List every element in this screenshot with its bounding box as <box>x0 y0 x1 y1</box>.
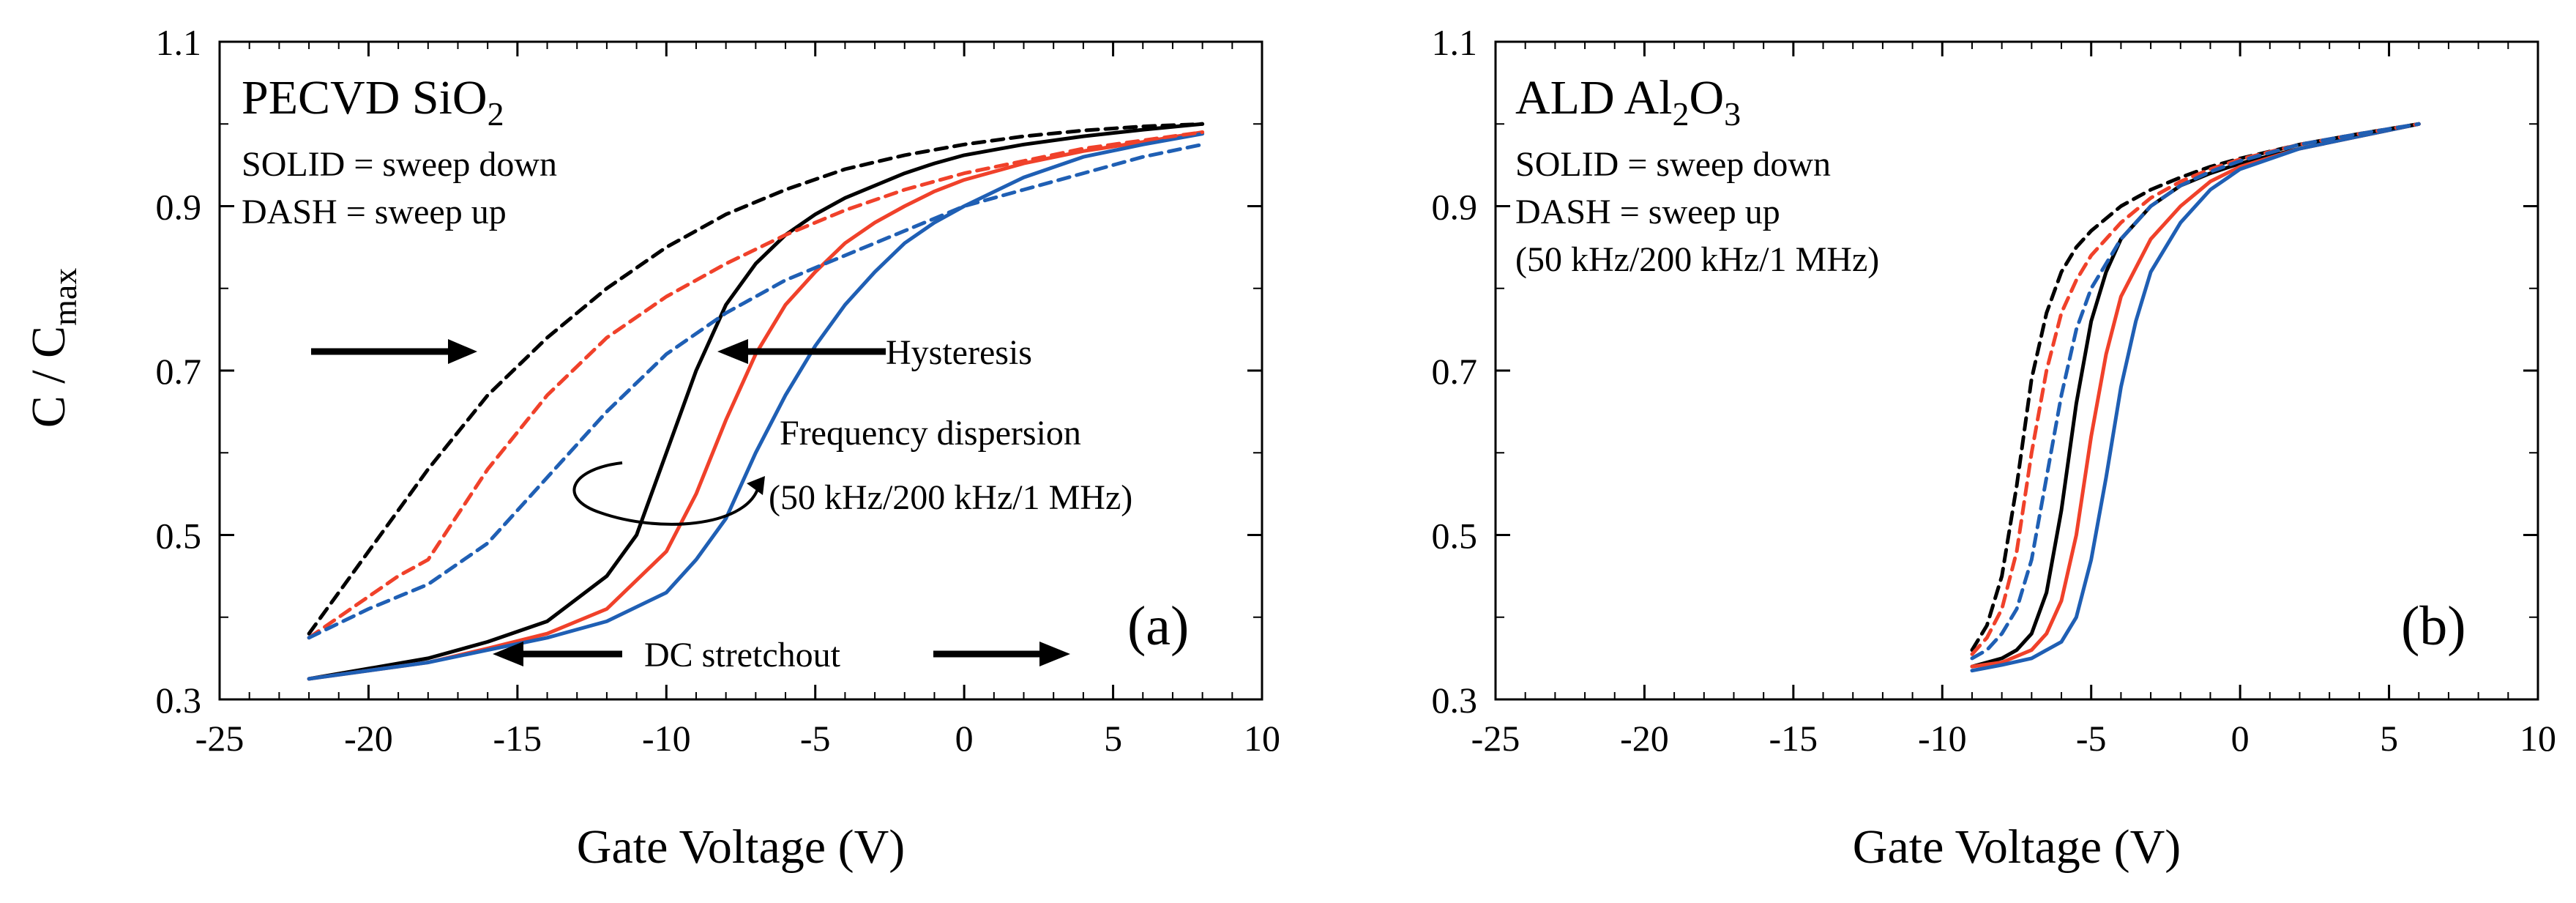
panel-b-curve-dash-red <box>1970 122 2421 656</box>
panel-b-x-tick-label: -5 <box>2076 718 2107 759</box>
panel-a-x-tick-label: 0 <box>955 718 974 759</box>
panel-a-curve-dash-red <box>307 130 1205 640</box>
panel-a-series <box>307 122 1205 681</box>
hysteresis-arrow <box>717 339 886 364</box>
panel-b-curve-dash-black <box>1970 122 2421 653</box>
y-axis-title-main: C / C <box>22 326 75 428</box>
panel-a-ticks: -25 -20 -15 -10 -5 0 5 10 0.3 0.5 0.7 0.9 1.1 <box>156 22 1281 759</box>
panel-b-title-sub-1: 2 <box>1673 95 1690 133</box>
panel-a-title: PECVD SiO2 <box>242 71 504 133</box>
panel-b-title-mid: O <box>1690 71 1725 125</box>
dc-stretchout-right-arrow <box>933 642 1070 666</box>
panel-a-curve-dash-blue <box>307 142 1205 640</box>
panel-a-x-tick-label: -15 <box>493 718 542 759</box>
y-axis-title: C / Cmax <box>22 268 83 428</box>
panel-b-title: ALD Al2O3 <box>1515 71 1741 133</box>
panel-a-plot-frame <box>218 40 1263 701</box>
panel-a-title-main: PECVD SiO <box>242 71 488 125</box>
hysteresis-label: Hysteresis <box>886 333 1032 372</box>
panel-a-x-tick-label: 10 <box>1244 718 1280 759</box>
panel-a-x-tick-label: -20 <box>344 718 393 759</box>
panel-b: -25 -20 -15 -10 -5 0 5 10 0.3 0.5 0.7 0.9 1.1 ALD Al… <box>1432 22 2557 874</box>
panel-a-y-tick-label: 1.1 <box>156 22 202 63</box>
left-arrow-annotation <box>311 339 477 364</box>
panel-b-y-tick-label: 0.5 <box>1432 516 1478 557</box>
panel-b-x-tick-label: 5 <box>2380 718 2398 759</box>
dc-stretchout-left-arrow <box>493 642 622 666</box>
panel-b-y-tick-label: 0.9 <box>1432 187 1478 228</box>
panel-b-y-tick-label: 0.3 <box>1432 680 1478 721</box>
panel-b-x-tick-label: 0 <box>2231 718 2250 759</box>
y-axis-title-sub: max <box>46 268 83 326</box>
panel-b-y-tick-label: 0.7 <box>1432 351 1478 392</box>
panel-a-curve-solid-red <box>307 130 1205 681</box>
panel-b-legend-line-2: DASH = sweep up <box>1515 193 1780 231</box>
panel-a-tag: (a) <box>1127 595 1189 657</box>
panel-a-curve-solid-blue <box>307 132 1205 681</box>
panel-a-x-tick-label: -5 <box>800 718 831 759</box>
panel-b-x-axis-title: Gate Voltage (V) <box>1853 820 2181 874</box>
panel-b-x-tick-label: -25 <box>1471 718 1520 759</box>
dc-stretchout-label: DC stretchout <box>644 636 841 675</box>
panel-a-y-tick-label: 0.9 <box>156 187 202 228</box>
frequency-dispersion-label: Frequency dispersion <box>780 414 1081 453</box>
panel-a-legend-line-1: SOLID = sweep down <box>242 145 557 184</box>
panel-b-curve-dash-blue <box>1970 122 2421 661</box>
panel-a-x-tick-label: -10 <box>642 718 691 759</box>
panel-a-y-tick-label: 0.7 <box>156 351 202 392</box>
panel-a-y-tick-label: 0.5 <box>156 516 202 557</box>
frequency-values-label: (50 kHz/200 kHz/1 MHz) <box>769 478 1132 517</box>
panel-a-title-sub: 2 <box>488 95 504 133</box>
panel-b-tag: (b) <box>2401 595 2466 657</box>
panel-b-x-tick-label: -15 <box>1769 718 1818 759</box>
panel-b-x-tick-label: 10 <box>2520 718 2556 759</box>
panel-b-title-sub-2: 3 <box>1724 95 1741 133</box>
panel-a: -25 -20 -15 -10 -5 0 5 10 0.3 0.5 0.7 0.9 1.1 PECVD … <box>156 22 1281 874</box>
panel-b-legend-line-1: SOLID = sweep down <box>1515 145 1831 184</box>
frequency-loop-arrow <box>572 461 765 526</box>
panel-b-title-main: ALD Al <box>1515 71 1673 125</box>
panel-b-curve-solid-blue <box>1970 122 2421 673</box>
panel-b-x-tick-label: -20 <box>1620 718 1669 759</box>
panel-b-plot-frame <box>1494 40 2539 701</box>
panel-b-x-tick-label: -10 <box>1918 718 1967 759</box>
panel-a-curve-dash-black <box>307 122 1205 636</box>
panel-a-x-tick-label: -25 <box>195 718 244 759</box>
panel-a-legend-line-2: DASH = sweep up <box>242 193 507 231</box>
panel-b-legend-line-3: (50 kHz/200 kHz/1 MHz) <box>1515 240 1879 279</box>
panel-b-ticks: -25 -20 -15 -10 -5 0 5 10 0.3 0.5 0.7 0.9 1.1 <box>1432 22 2557 759</box>
panel-a-y-tick-label: 0.3 <box>156 680 202 721</box>
panel-a-x-axis-title: Gate Voltage (V) <box>577 820 905 874</box>
panel-b-curve-solid-black <box>1970 122 2421 669</box>
panel-b-y-tick-label: 1.1 <box>1432 22 1478 63</box>
panel-b-series <box>1970 122 2421 673</box>
panel-a-x-tick-label: 5 <box>1104 718 1122 759</box>
